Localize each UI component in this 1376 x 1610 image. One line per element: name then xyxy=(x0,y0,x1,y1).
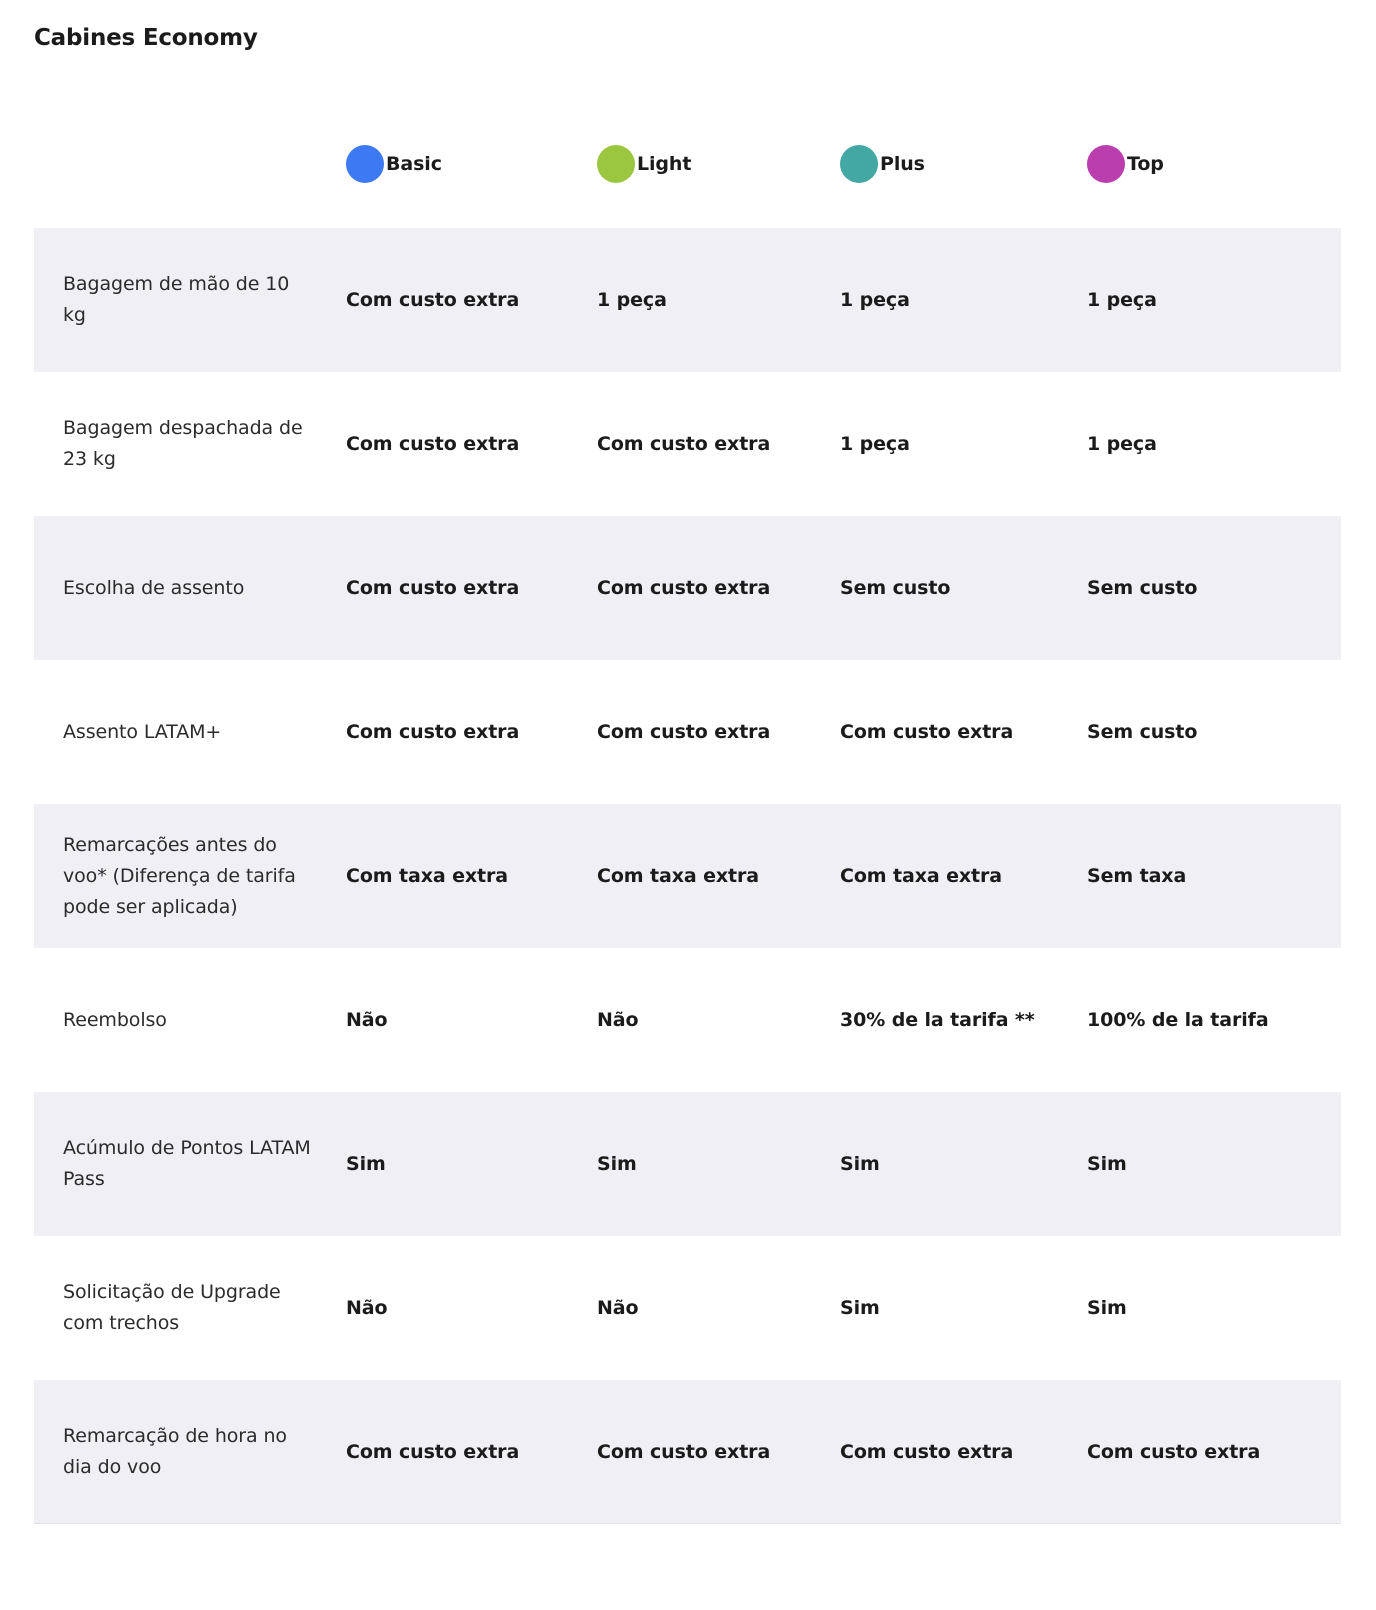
cell-value: 1 peça xyxy=(1087,432,1157,455)
cell-value: 30% de la tarifa ** xyxy=(840,1008,1035,1031)
cell-value: 100% de la tarifa xyxy=(1087,1008,1269,1031)
column-header-label: Light xyxy=(637,153,692,175)
cell-value: Não xyxy=(597,1008,639,1031)
cell-value: Sem taxa xyxy=(1087,864,1187,887)
cell-value: Com custo extra xyxy=(597,432,771,455)
page-title: Cabines Economy xyxy=(34,25,258,51)
row-label: Acúmulo de Pontos LATAM Pass xyxy=(63,1137,311,1190)
cell-value: Não xyxy=(346,1296,388,1319)
fare-comparison-table: Bagagem de mão de 10 kg Com custo extra 1 … xyxy=(34,228,1341,1524)
cell-value: Com custo extra xyxy=(346,1440,520,1463)
cell-value: Sim xyxy=(840,1152,880,1175)
table-row: Acúmulo de Pontos LATAM Pass Sim Sim Sim Sim xyxy=(34,1092,1341,1236)
table-row: Bagagem de mão de 10 kg Com custo extra 1 … xyxy=(34,228,1341,372)
column-header-top: Top xyxy=(1087,128,1341,200)
table-row: Remarcação de hora no dia do voo Com cust… xyxy=(34,1380,1341,1524)
cell-value: Sim xyxy=(346,1152,386,1175)
cell-value: Sim xyxy=(597,1152,637,1175)
cell-value: Não xyxy=(346,1008,388,1031)
column-header-basic: Basic xyxy=(346,128,596,200)
column-header-plus: Plus xyxy=(840,128,1085,200)
row-label: Bagagem despachada de 23 kg xyxy=(63,417,303,470)
table-row: Escolha de assento Com custo extra Com cus… xyxy=(34,516,1341,660)
row-label: Escolha de assento xyxy=(63,576,245,599)
cell-value: Sem custo xyxy=(1087,576,1198,599)
cell-value: Com custo extra xyxy=(346,288,520,311)
row-label: Remarcações antes do voo* (Diferença de … xyxy=(63,833,296,918)
row-label: Solicitação de Upgrade com trechos xyxy=(63,1281,281,1334)
circle-marker-light-icon xyxy=(597,145,635,183)
row-label: Remarcação de hora no dia do voo xyxy=(63,1425,287,1478)
table-row: Assento LATAM+ Com custo extra Com custo e… xyxy=(34,660,1341,804)
row-label: Bagagem de mão de 10 kg xyxy=(63,273,290,326)
column-header-light: Light xyxy=(597,128,837,200)
cell-value: Com custo extra xyxy=(840,1440,1014,1463)
cell-value: Sim xyxy=(1087,1296,1127,1319)
circle-marker-basic-icon xyxy=(346,145,384,183)
cell-value: Sim xyxy=(1087,1152,1127,1175)
cell-value: 1 peça xyxy=(1087,288,1157,311)
cell-value: Com taxa extra xyxy=(840,864,1003,887)
cell-value: Sim xyxy=(840,1296,880,1319)
column-header-label: Top xyxy=(1127,153,1164,175)
cell-value: Com custo extra xyxy=(1087,1440,1261,1463)
column-header-label: Plus xyxy=(880,153,925,175)
table-row: Solicitação de Upgrade com trechos Não Não… xyxy=(34,1236,1341,1380)
cell-value: Com custo extra xyxy=(597,720,771,743)
circle-marker-plus-icon xyxy=(840,145,878,183)
cell-value: 1 peça xyxy=(840,432,910,455)
table-row: Bagagem despachada de 23 kg Com custo ext… xyxy=(34,372,1341,516)
table-row: Remarcações antes do voo* (Diferença de … xyxy=(34,804,1341,948)
cell-value: Não xyxy=(597,1296,639,1319)
cell-value: 1 peça xyxy=(597,288,667,311)
column-header-label: Basic xyxy=(386,153,442,175)
cell-value: Com taxa extra xyxy=(346,864,509,887)
cell-value: Com custo extra xyxy=(346,432,520,455)
cell-value: 1 peça xyxy=(840,288,910,311)
cell-value: Com custo extra xyxy=(597,1440,771,1463)
cell-value: Com custo extra xyxy=(346,576,520,599)
cell-value: Sem custo xyxy=(1087,720,1198,743)
row-label: Assento LATAM+ xyxy=(63,720,222,743)
cell-value: Com custo extra xyxy=(840,720,1014,743)
table-header-row: Basic Light Plus Top xyxy=(34,128,1341,200)
cell-value: Sem custo xyxy=(840,576,951,599)
cell-value: Com custo extra xyxy=(346,720,520,743)
table-row: Reembolso Não Não 30% de la tarifa ** 100% d… xyxy=(34,948,1341,1092)
cell-value: Com custo extra xyxy=(597,576,771,599)
cell-value: Com taxa extra xyxy=(597,864,760,887)
row-label: Reembolso xyxy=(63,1008,167,1031)
circle-marker-top-icon xyxy=(1087,145,1125,183)
